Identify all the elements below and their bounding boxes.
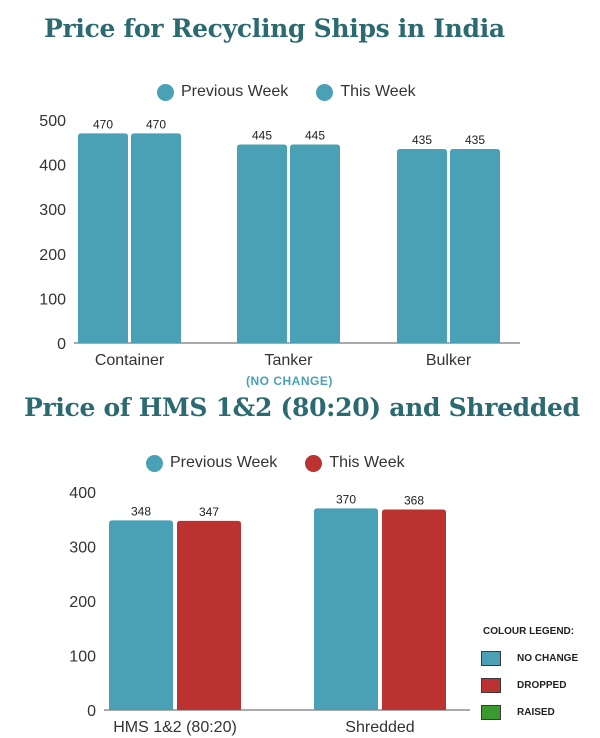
chart1-legend: Previous Week This Week	[157, 83, 444, 101]
data-label: 347	[199, 505, 219, 519]
x-category-label: Container	[95, 352, 165, 369]
chart2-legend: Previous Week This Week	[146, 454, 433, 472]
y-tick-label: 100	[39, 291, 66, 308]
data-label: 435	[412, 133, 432, 147]
data-label: 470	[146, 117, 166, 131]
x-category-label: Shredded	[345, 719, 414, 736]
legend-dot	[146, 454, 163, 472]
y-tick-label: 500	[39, 113, 66, 130]
bar-this-week	[382, 509, 446, 710]
bar-this-week	[290, 144, 340, 343]
chart1-title: Price for Recycling Ships in India	[44, 14, 505, 43]
swatch-raised	[481, 705, 501, 720]
data-label: 445	[305, 129, 325, 143]
legend-dot	[316, 83, 334, 101]
data-label: 435	[465, 133, 485, 147]
chart2-title: Price of HMS 1&2 (80:20) and Shredded	[24, 393, 580, 422]
bar-previous-week	[397, 148, 447, 343]
x-category-label: Bulker	[426, 352, 472, 369]
bar-previous-week	[237, 144, 287, 343]
x-category-label: Tanker	[264, 352, 313, 369]
colour-legend-label: DROPPED	[517, 680, 567, 691]
data-label: 445	[252, 129, 272, 143]
y-tick-label: 400	[39, 158, 66, 175]
legend-label: This Week	[329, 454, 405, 471]
y-tick-label: 200	[39, 247, 66, 264]
y-tick-label: 0	[57, 336, 66, 353]
colour-legend-no-change: NO CHANGE	[481, 651, 578, 666]
bar-this-week	[450, 148, 500, 343]
data-label: 368	[404, 493, 424, 507]
colour-legend-label: RAISED	[517, 707, 555, 718]
x-category-label: HMS 1&2 (80:20)	[113, 719, 237, 736]
bar-this-week	[177, 520, 241, 710]
y-tick-label: 100	[69, 649, 96, 666]
y-tick-label: 300	[39, 202, 66, 219]
data-label: 470	[93, 117, 113, 131]
y-tick-label: 400	[69, 485, 96, 502]
chart1-legend-item-previous: Previous Week	[157, 83, 288, 101]
swatch-no-change	[481, 651, 501, 666]
legend-dot	[157, 83, 174, 101]
no-change-note: (NO CHANGE)	[246, 374, 333, 388]
colour-legend-title: COLOUR LEGEND:	[483, 626, 575, 637]
colour-legend-raised: RAISED	[481, 705, 555, 720]
legend-label: Previous Week	[181, 83, 289, 100]
data-label: 348	[131, 504, 151, 518]
colour-legend-dropped: DROPPED	[481, 678, 566, 693]
colour-legend-label: NO CHANGE	[517, 653, 579, 664]
chart1-legend-item-this: This Week	[316, 83, 416, 101]
chart2-legend-item-previous: Previous Week	[146, 454, 277, 472]
y-tick-label: 300	[69, 540, 96, 557]
bar-previous-week	[314, 508, 378, 710]
swatch-dropped	[481, 678, 501, 693]
bar-previous-week	[109, 520, 173, 710]
legend-dot	[305, 454, 323, 472]
bar-previous-week	[78, 133, 128, 343]
chart2-legend-item-this: This Week	[305, 454, 405, 472]
y-tick-label: 200	[69, 594, 96, 611]
bar-this-week	[131, 133, 181, 343]
legend-label: Previous Week	[170, 454, 278, 471]
data-label: 370	[336, 492, 356, 506]
y-tick-label: 0	[87, 703, 96, 720]
legend-label: This Week	[340, 83, 416, 100]
